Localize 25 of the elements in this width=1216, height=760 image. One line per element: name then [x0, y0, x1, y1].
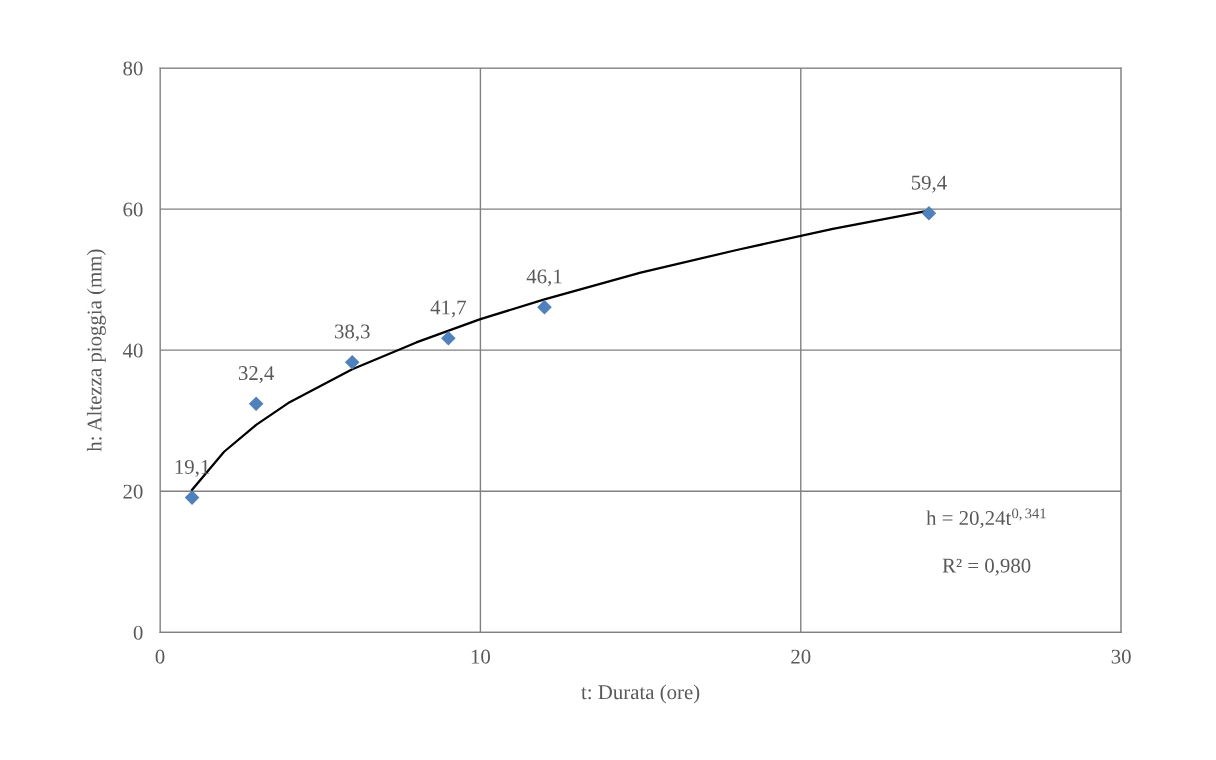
x-tick-label: 0	[155, 649, 165, 664]
x-tick-label: 30	[1111, 649, 1131, 664]
point	[921, 206, 937, 221]
data-label: 38,3	[335, 324, 370, 342]
x-tick-label: 20	[791, 649, 811, 664]
data-label: 19,1	[175, 459, 210, 477]
point	[248, 396, 264, 412]
point	[184, 490, 200, 505]
y-tick-label: 20	[123, 484, 143, 499]
point	[537, 299, 552, 315]
y-tick-label: 40	[122, 343, 143, 358]
y-tick-label: 60	[123, 202, 143, 217]
data-label: 32,4	[238, 366, 275, 384]
data-label: 46,1	[526, 269, 562, 287]
y-tick-label: 80	[123, 61, 143, 76]
point	[441, 330, 456, 346]
annotation: h = 20,24t$^{0,341}$	[926, 508, 1046, 529]
y-axis-title: h: Altezza pioggia (mm)	[86, 249, 106, 452]
x-tick-label: 10	[471, 649, 491, 664]
point	[344, 354, 360, 370]
data-label: 59,4	[911, 175, 947, 193]
y-tick-label: 0	[133, 625, 143, 640]
annotation: R² = 0,980	[942, 558, 1031, 576]
data-label: 41,7	[430, 300, 466, 318]
x-axis-title: t: Durata (ore)	[581, 684, 700, 704]
